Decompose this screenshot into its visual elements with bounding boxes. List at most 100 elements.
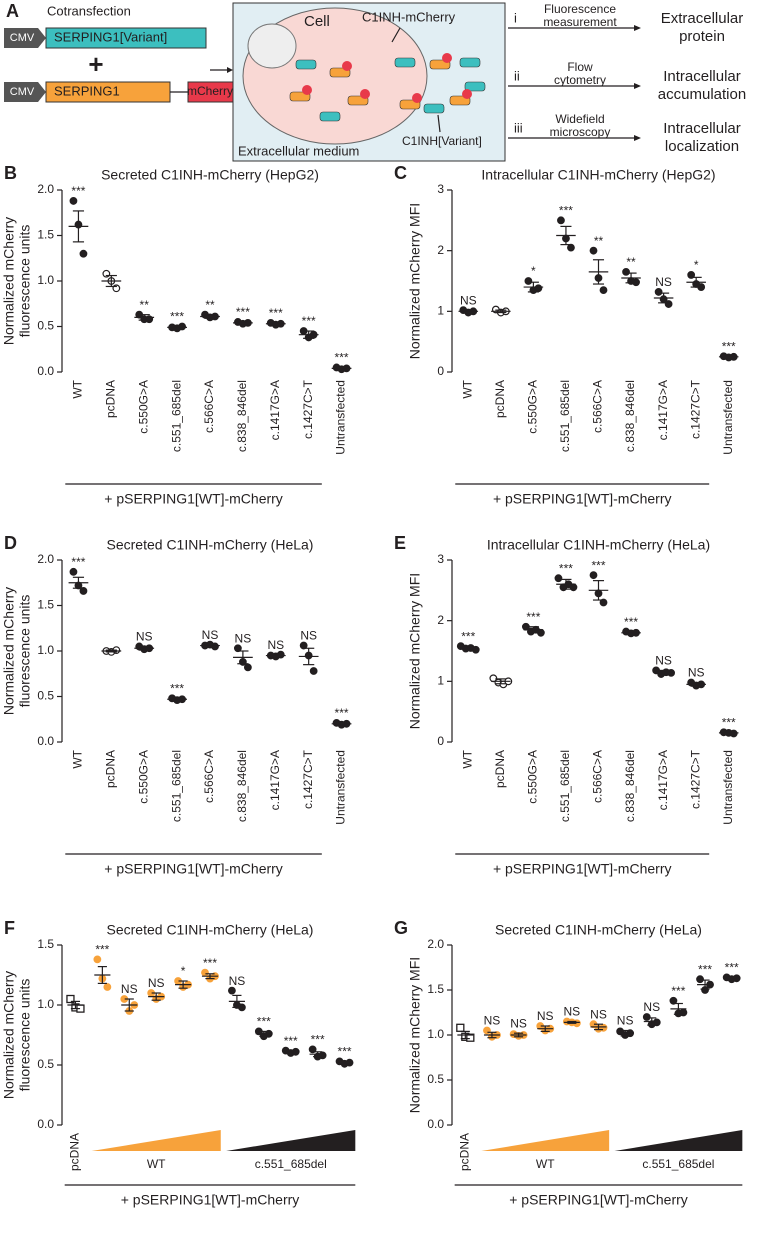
data-point xyxy=(93,955,102,964)
y-tick-label: 0.0 xyxy=(37,364,54,378)
data-point xyxy=(557,216,565,225)
x-tick-label: WT xyxy=(71,749,85,768)
arrow xyxy=(437,114,441,133)
significance: *** xyxy=(203,956,217,970)
significance: *** xyxy=(671,984,685,998)
data-point xyxy=(687,271,696,279)
medium-label: Extracellular medium xyxy=(238,143,359,158)
bracket-label: + pSERPING1[WT]-mCherry xyxy=(104,861,283,877)
x-tick-label: pcDNA xyxy=(68,1133,82,1171)
significance: *** xyxy=(236,305,250,319)
significance: NS xyxy=(235,631,252,645)
x-tick-label: c.838_846del xyxy=(623,750,637,822)
data-point xyxy=(622,268,630,276)
result: localization xyxy=(665,138,739,155)
significance: NS xyxy=(148,976,165,990)
x-tick-label: pcDNA xyxy=(104,750,118,788)
data-point xyxy=(466,1033,475,1042)
significance: NS xyxy=(202,628,219,642)
x-tick-label: c.566C>A xyxy=(591,380,605,433)
data-point xyxy=(589,571,598,580)
significance: NS xyxy=(655,275,672,289)
group-label: c.551_685del xyxy=(255,1157,327,1171)
plus: + xyxy=(88,49,103,79)
y-tick-label: 1.5 xyxy=(37,228,54,242)
significance: *** xyxy=(591,558,605,572)
y-tick-label: 1.0 xyxy=(427,1027,444,1041)
data-point xyxy=(599,286,608,295)
y-axis-label: Normalized mCherry xyxy=(1,971,17,1099)
y-tick-label: 0.5 xyxy=(37,1057,54,1071)
significance: *** xyxy=(269,306,283,320)
significance: *** xyxy=(338,1045,352,1059)
promoter-shape xyxy=(4,82,46,102)
result: Intracellular xyxy=(663,68,741,85)
data-point xyxy=(534,284,543,293)
significance: *** xyxy=(722,339,736,353)
x-tick-label: pcDNA xyxy=(104,380,118,418)
chart-title: Intracellular C1INH-mCherry (HepG2) xyxy=(481,167,715,183)
y-tick-label: 0.5 xyxy=(37,689,54,703)
significance: *** xyxy=(559,561,573,575)
gradient-triangle xyxy=(91,1130,221,1151)
group-label: c.551_685del xyxy=(642,1157,714,1171)
x-tick-label: c.550G>A xyxy=(526,380,540,434)
gradient-triangle xyxy=(481,1130,610,1151)
y-tick-label: 2.0 xyxy=(37,552,54,566)
significance: *** xyxy=(71,555,85,569)
significance: NS xyxy=(590,1007,607,1021)
y-tick-label: 1.5 xyxy=(37,598,54,612)
method: Flow xyxy=(567,60,593,74)
significance: *** xyxy=(335,351,349,365)
x-tick-label: c.1417G>A xyxy=(268,750,282,810)
result: protein xyxy=(679,28,725,45)
chart-title: Secreted C1INH-mCherry (HeLa) xyxy=(495,922,702,938)
y-tick-label: 1.5 xyxy=(37,937,54,951)
bracket-label: + pSERPING1[WT]-mCherry xyxy=(121,1192,300,1208)
y-tick-label: 3 xyxy=(437,552,444,566)
y-tick-label: 0 xyxy=(437,364,444,378)
significance: NS xyxy=(643,1000,660,1014)
method: Fluorescence xyxy=(544,2,616,16)
significance: *** xyxy=(722,715,736,729)
significance: NS xyxy=(688,666,705,680)
significance: *** xyxy=(526,610,540,624)
arrow xyxy=(391,27,401,43)
group-label: WT xyxy=(147,1157,166,1171)
data-point xyxy=(554,574,563,583)
significance: NS xyxy=(484,1014,501,1028)
x-tick-label: c.1417G>A xyxy=(268,380,282,440)
significance: NS xyxy=(564,1005,581,1019)
x-tick-label: Untransfected xyxy=(334,380,348,455)
data-point xyxy=(524,277,533,285)
y-axis-label: Normalized mCherry MFI xyxy=(407,573,423,729)
significance: *** xyxy=(71,184,85,198)
x-tick-label: c.566C>A xyxy=(202,380,216,433)
data-point xyxy=(664,300,673,308)
y-axis-label: Normalized mCherry MFI xyxy=(407,957,423,1113)
x-tick-label: c.838_846del xyxy=(235,380,249,452)
y-tick-label: 2 xyxy=(437,243,444,257)
data-point xyxy=(632,278,640,287)
y-tick-label: 3 xyxy=(437,182,444,196)
data-point xyxy=(79,249,88,258)
significance: NS xyxy=(617,1014,634,1028)
data-point xyxy=(243,663,252,672)
x-tick-label: c.1427C>T xyxy=(301,749,315,809)
significance: *** xyxy=(461,629,475,643)
chart-title: Intracellular C1INH-mCherry (HeLa) xyxy=(487,537,710,553)
y-tick-label: 0.5 xyxy=(427,1072,444,1086)
y-tick-label: 0.0 xyxy=(37,1117,54,1131)
panel-letter: C xyxy=(394,163,407,183)
significance: *** xyxy=(698,962,712,976)
x-tick-label: pcDNA xyxy=(457,1133,471,1171)
data-point xyxy=(228,986,236,995)
gradient-triangle xyxy=(614,1130,743,1151)
chart-title: Secreted C1INH-mCherry (HeLa) xyxy=(107,537,314,553)
x-tick-label: c.838_846del xyxy=(623,380,637,452)
data-point xyxy=(567,243,575,252)
significance: *** xyxy=(95,943,109,957)
x-tick-label: c.550G>A xyxy=(136,380,150,434)
bracket-label: + pSERPING1[WT]-mCherry xyxy=(104,491,283,507)
